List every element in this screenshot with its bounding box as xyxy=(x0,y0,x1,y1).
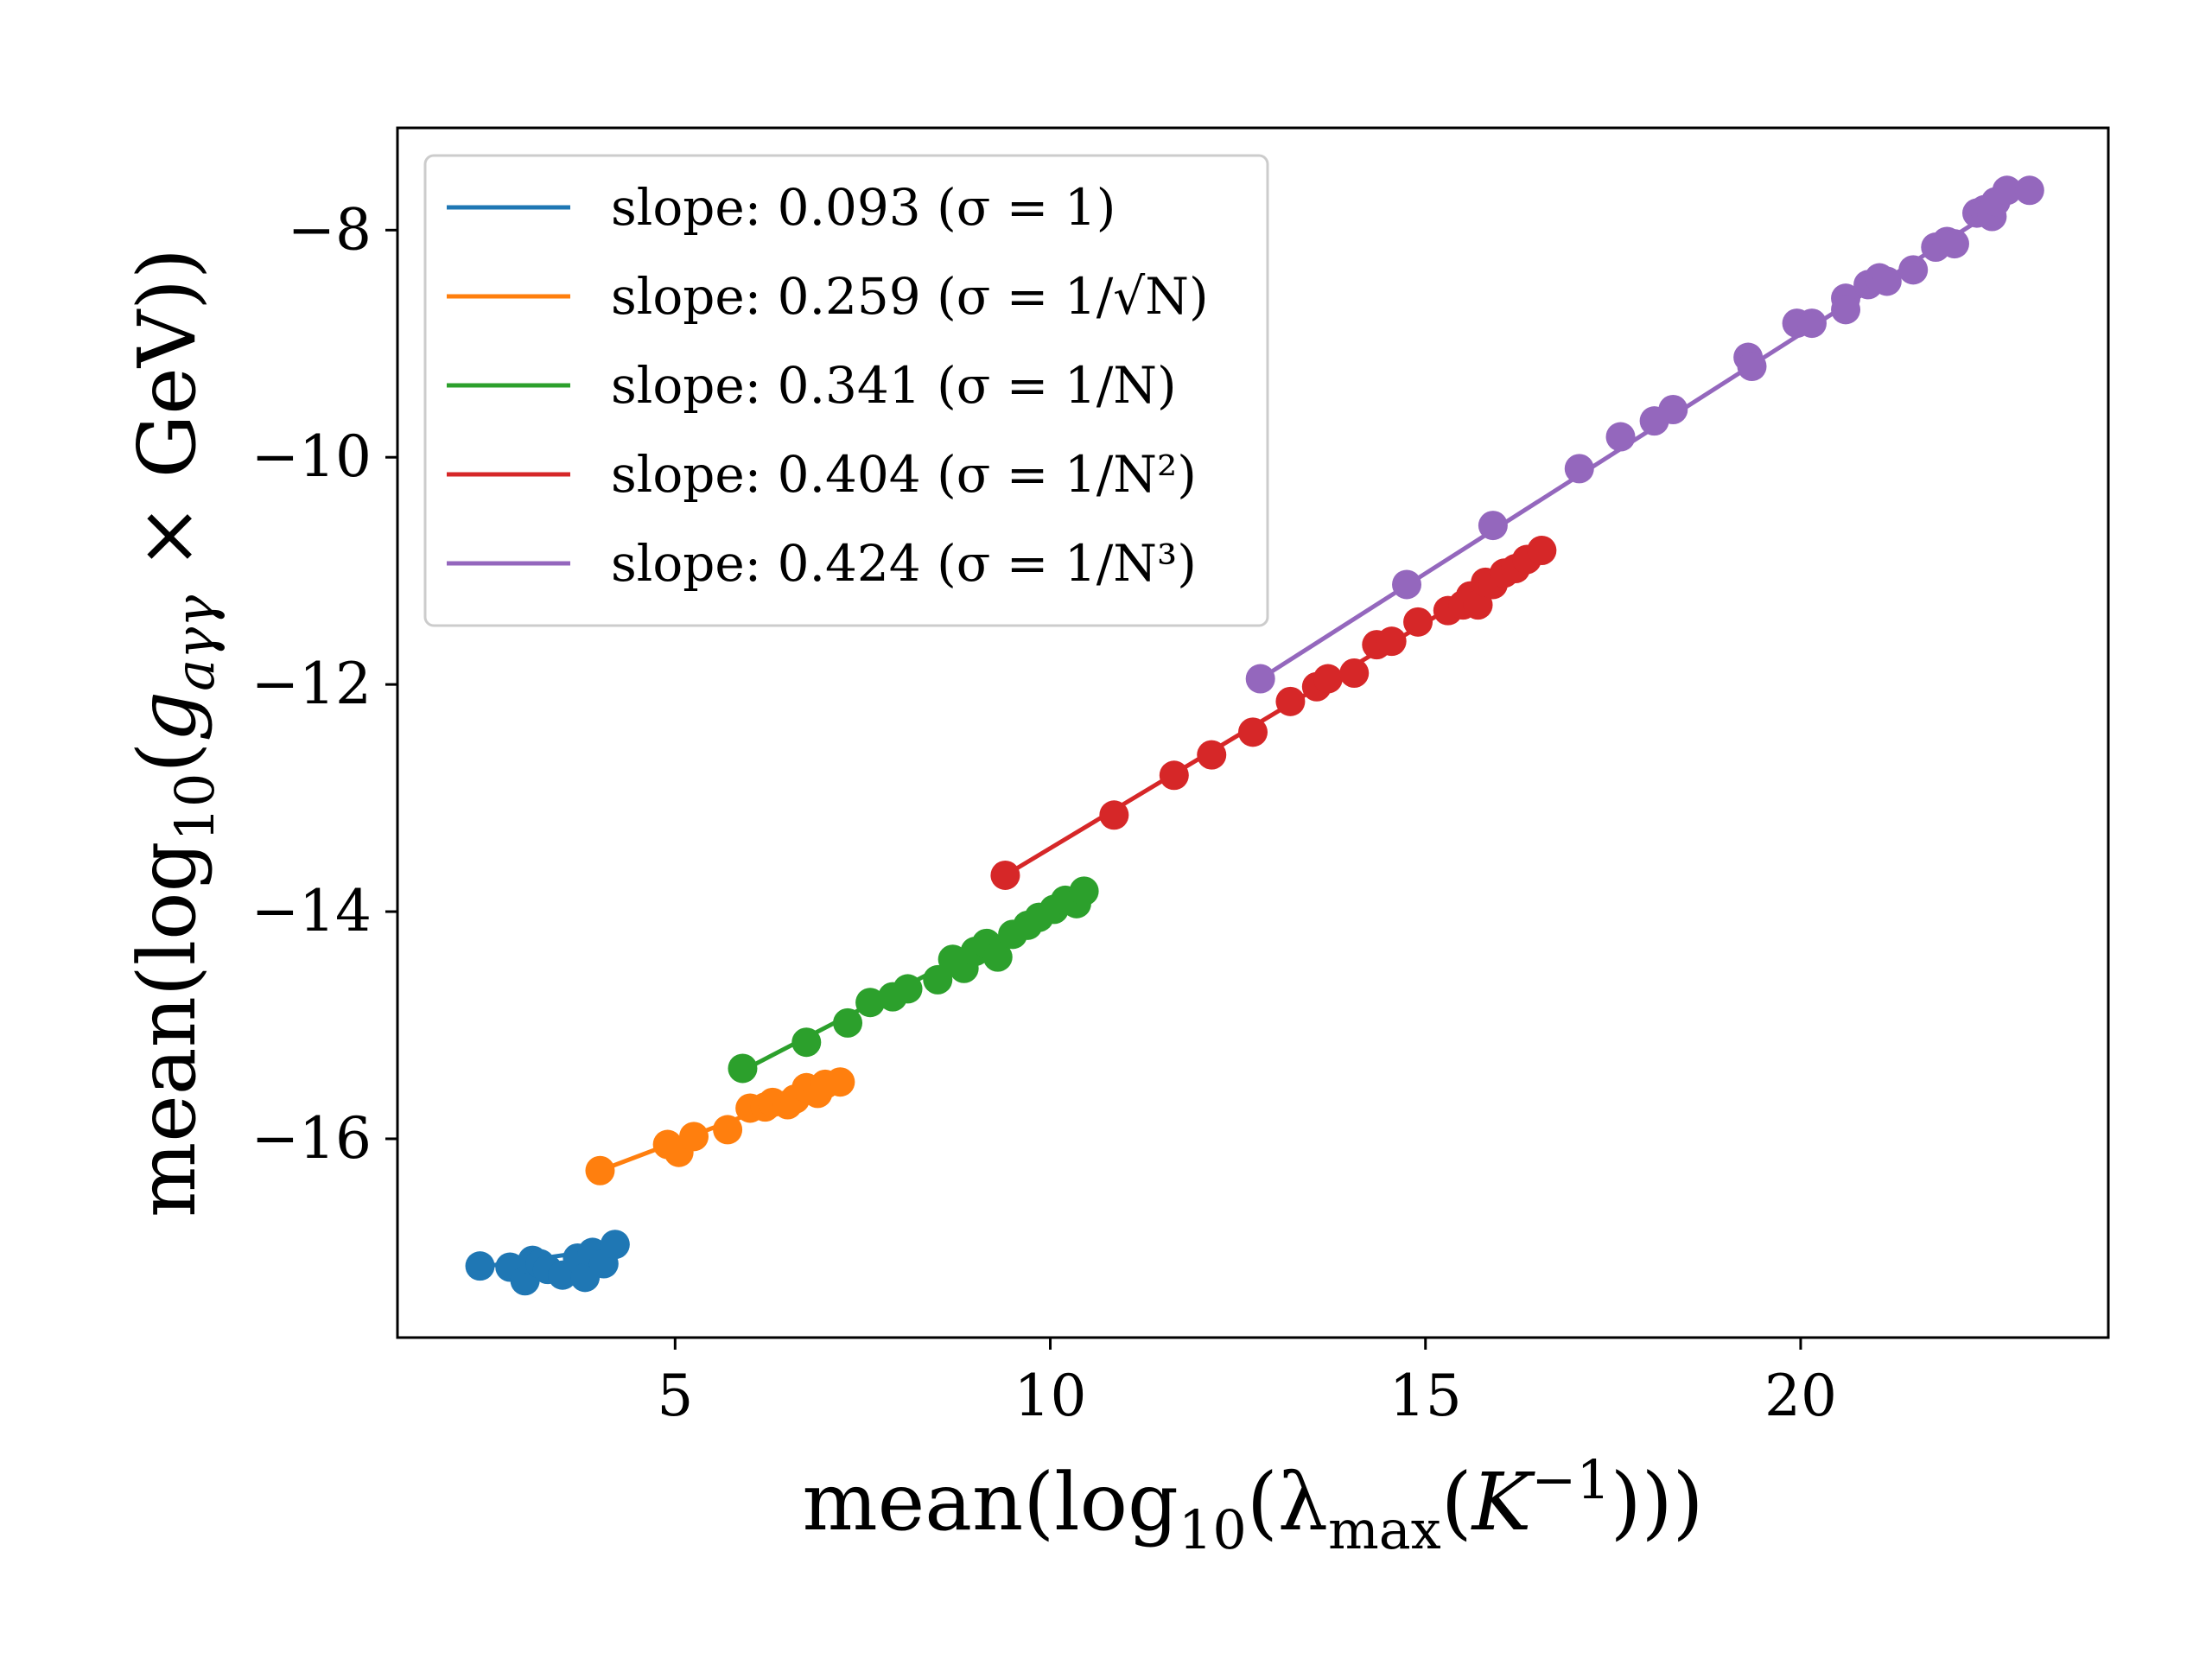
x-tick-label: 15 xyxy=(1389,1363,1462,1429)
data-point-series-4-19 xyxy=(1939,229,1969,259)
y-tick-label: −8 xyxy=(288,196,372,263)
data-point-series-3-8 xyxy=(1339,658,1370,688)
data-point-series-4-24 xyxy=(1992,175,2022,206)
data-point-series-2-1 xyxy=(791,1027,822,1058)
y-tick-label: −16 xyxy=(251,1105,372,1172)
data-point-series-1-4 xyxy=(713,1115,743,1145)
data-point-series-3-10 xyxy=(1376,626,1407,657)
y-tick-label: −12 xyxy=(251,651,372,717)
x-tick-label: 10 xyxy=(1014,1363,1087,1429)
plot-frame xyxy=(396,126,2110,1339)
data-point-series-4-16 xyxy=(1898,255,1929,285)
data-point-series-3-0 xyxy=(990,860,1020,890)
x-axis-label: mean(log10(λmax(K−1))) xyxy=(803,1448,1704,1561)
data-point-series-4-10 xyxy=(1796,308,1827,339)
data-point-series-1-0 xyxy=(585,1155,615,1185)
data-point-series-4-6 xyxy=(1658,395,1688,425)
data-point-series-2-2 xyxy=(833,1007,863,1038)
data-point-series-4-0 xyxy=(1245,664,1275,694)
data-point-series-3-7 xyxy=(1313,664,1343,694)
legend-label-series-0: slope: 0.093 (σ = 1) xyxy=(611,178,1116,237)
data-point-series-4-8 xyxy=(1737,352,1767,382)
data-point-series-1-3 xyxy=(679,1122,709,1152)
data-point-series-3-5 xyxy=(1275,686,1306,716)
data-point-series-2-18 xyxy=(1069,876,1099,906)
data-point-series-3-11 xyxy=(1403,607,1433,637)
fit-line-series-4 xyxy=(1259,188,2027,681)
legend-box xyxy=(423,154,1269,627)
data-points xyxy=(465,175,2044,1296)
data-point-series-3-3 xyxy=(1197,740,1227,770)
y-tick-label: −10 xyxy=(251,423,372,490)
data-point-series-2-5 xyxy=(893,974,923,1004)
data-point-series-2-6 xyxy=(923,964,953,995)
data-point-series-0-0 xyxy=(465,1251,495,1281)
data-point-series-3-21 xyxy=(1527,536,1557,566)
axis-ticks: 5 10 15 20 −16 −14 −12 −10 −8 xyxy=(251,196,1837,1429)
legend-label-series-4: slope: 0.424 (σ = 1/N³) xyxy=(611,534,1197,593)
data-point-series-0-11 xyxy=(600,1230,630,1260)
data-point-series-3-4 xyxy=(1238,717,1268,747)
legend-label-series-2: slope: 0.341 (σ = 1/N) xyxy=(611,356,1177,415)
data-point-series-4-15 xyxy=(1872,266,1902,296)
legend-label-series-3: slope: 0.404 (σ = 1/N²) xyxy=(611,445,1197,504)
y-tick-label: −14 xyxy=(251,878,372,944)
legend: slope: 0.093 (σ = 1) slope: 0.259 (σ = 1/… xyxy=(423,154,1269,627)
data-point-series-4-4 xyxy=(1605,422,1636,452)
data-point-series-4-1 xyxy=(1392,569,1422,600)
x-tick-label: 20 xyxy=(1764,1363,1837,1429)
legend-label-series-1: slope: 0.259 (σ = 1/√N) xyxy=(611,267,1209,326)
y-axis-label: mean(log10(gaγγ × GeV)) xyxy=(121,248,226,1217)
data-point-series-3-1 xyxy=(1099,800,1129,830)
data-point-series-4-2 xyxy=(1478,511,1508,541)
data-point-series-2-0 xyxy=(728,1053,758,1084)
data-point-series-3-15 xyxy=(1463,590,1493,620)
x-tick-label: 5 xyxy=(657,1363,693,1429)
data-point-series-3-2 xyxy=(1159,760,1189,791)
data-point-series-4-25 xyxy=(2014,175,2044,206)
data-point-series-1-13 xyxy=(825,1067,855,1097)
data-point-series-4-12 xyxy=(1831,295,1861,325)
data-point-series-2-3 xyxy=(855,988,886,1018)
data-point-series-2-11 xyxy=(982,942,1013,972)
data-point-series-4-3 xyxy=(1564,454,1594,484)
